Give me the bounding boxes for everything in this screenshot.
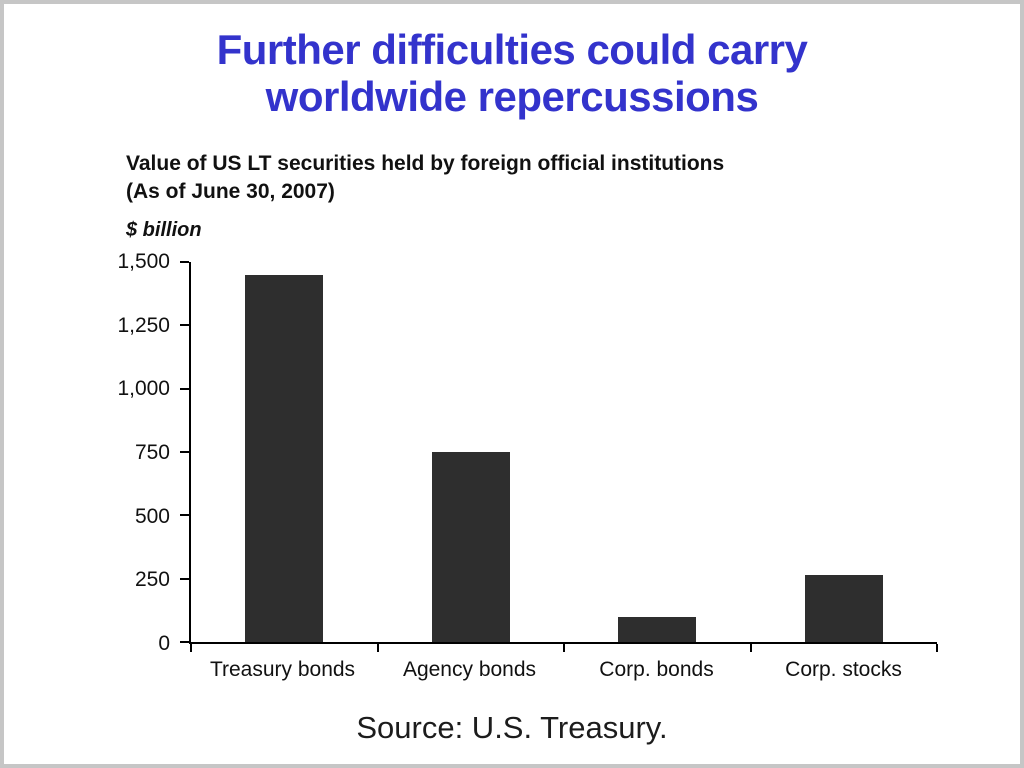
y-axis-tick-label: 250 xyxy=(134,568,170,592)
x-axis-tick-mark xyxy=(376,644,379,652)
x-axis-tick-mark xyxy=(563,644,565,652)
y-axis-tick-label: 0 xyxy=(158,632,170,655)
x-axis-tick-mark xyxy=(936,644,938,652)
bar-treasury-bonds xyxy=(245,274,324,642)
x-axis-category-label: Corp. stocks xyxy=(785,658,902,681)
slide-title-line1: Further difficulties could carry xyxy=(216,26,808,73)
y-axis-tick-label: 750 xyxy=(134,441,170,464)
y-axis-tick-mark xyxy=(180,324,189,327)
slide-title: Further difficulties could carry worldwid… xyxy=(4,26,1020,120)
y-axis-tick-mark xyxy=(180,514,189,517)
y-axis-tick-mark xyxy=(180,261,189,263)
x-axis: Treasury bonds Agency bonds Corp. bonds Cor… xyxy=(189,658,937,688)
chart-heading: Value of US LT securities held by foreig… xyxy=(126,150,724,207)
y-axis-tick-label: 500 xyxy=(134,504,170,528)
y-axis-tick-mark xyxy=(180,387,189,390)
y-axis-tick-label: 1,250 xyxy=(117,313,170,337)
y-axis-tick-mark xyxy=(180,451,189,453)
bar-corp-stocks xyxy=(804,574,883,642)
y-axis-tick-mark xyxy=(180,577,189,580)
source-text: Source: U.S. Treasury. xyxy=(356,710,668,745)
chart-heading-line2: (As of June 30, 2007) xyxy=(126,180,335,204)
x-axis-tick-mark xyxy=(190,644,192,652)
bar-chart-plot-area xyxy=(180,261,938,652)
x-axis-category-label: Agency bonds xyxy=(402,658,537,681)
y-axis-tick-label: 1,500 xyxy=(117,250,170,273)
y-axis: 0 250 500 750 1,000 1,250 1,500 xyxy=(4,250,176,655)
x-axis-category-label: Corp. bonds xyxy=(599,658,714,681)
x-axis-category-label: Treasury bonds xyxy=(209,658,356,681)
chart-heading-line1: Value of US LT securities held by foreig… xyxy=(126,152,725,175)
y-axis-tick-label: 1,000 xyxy=(117,377,170,401)
y-axis-tick-mark xyxy=(180,641,189,643)
y-axis-unit-label: $ billion xyxy=(126,219,202,241)
bar-agency-bonds xyxy=(431,452,510,642)
x-axis-tick-mark xyxy=(749,644,752,652)
slide-title-line2: worldwide repercussions xyxy=(265,73,759,121)
bar-corp-bonds xyxy=(618,616,697,642)
